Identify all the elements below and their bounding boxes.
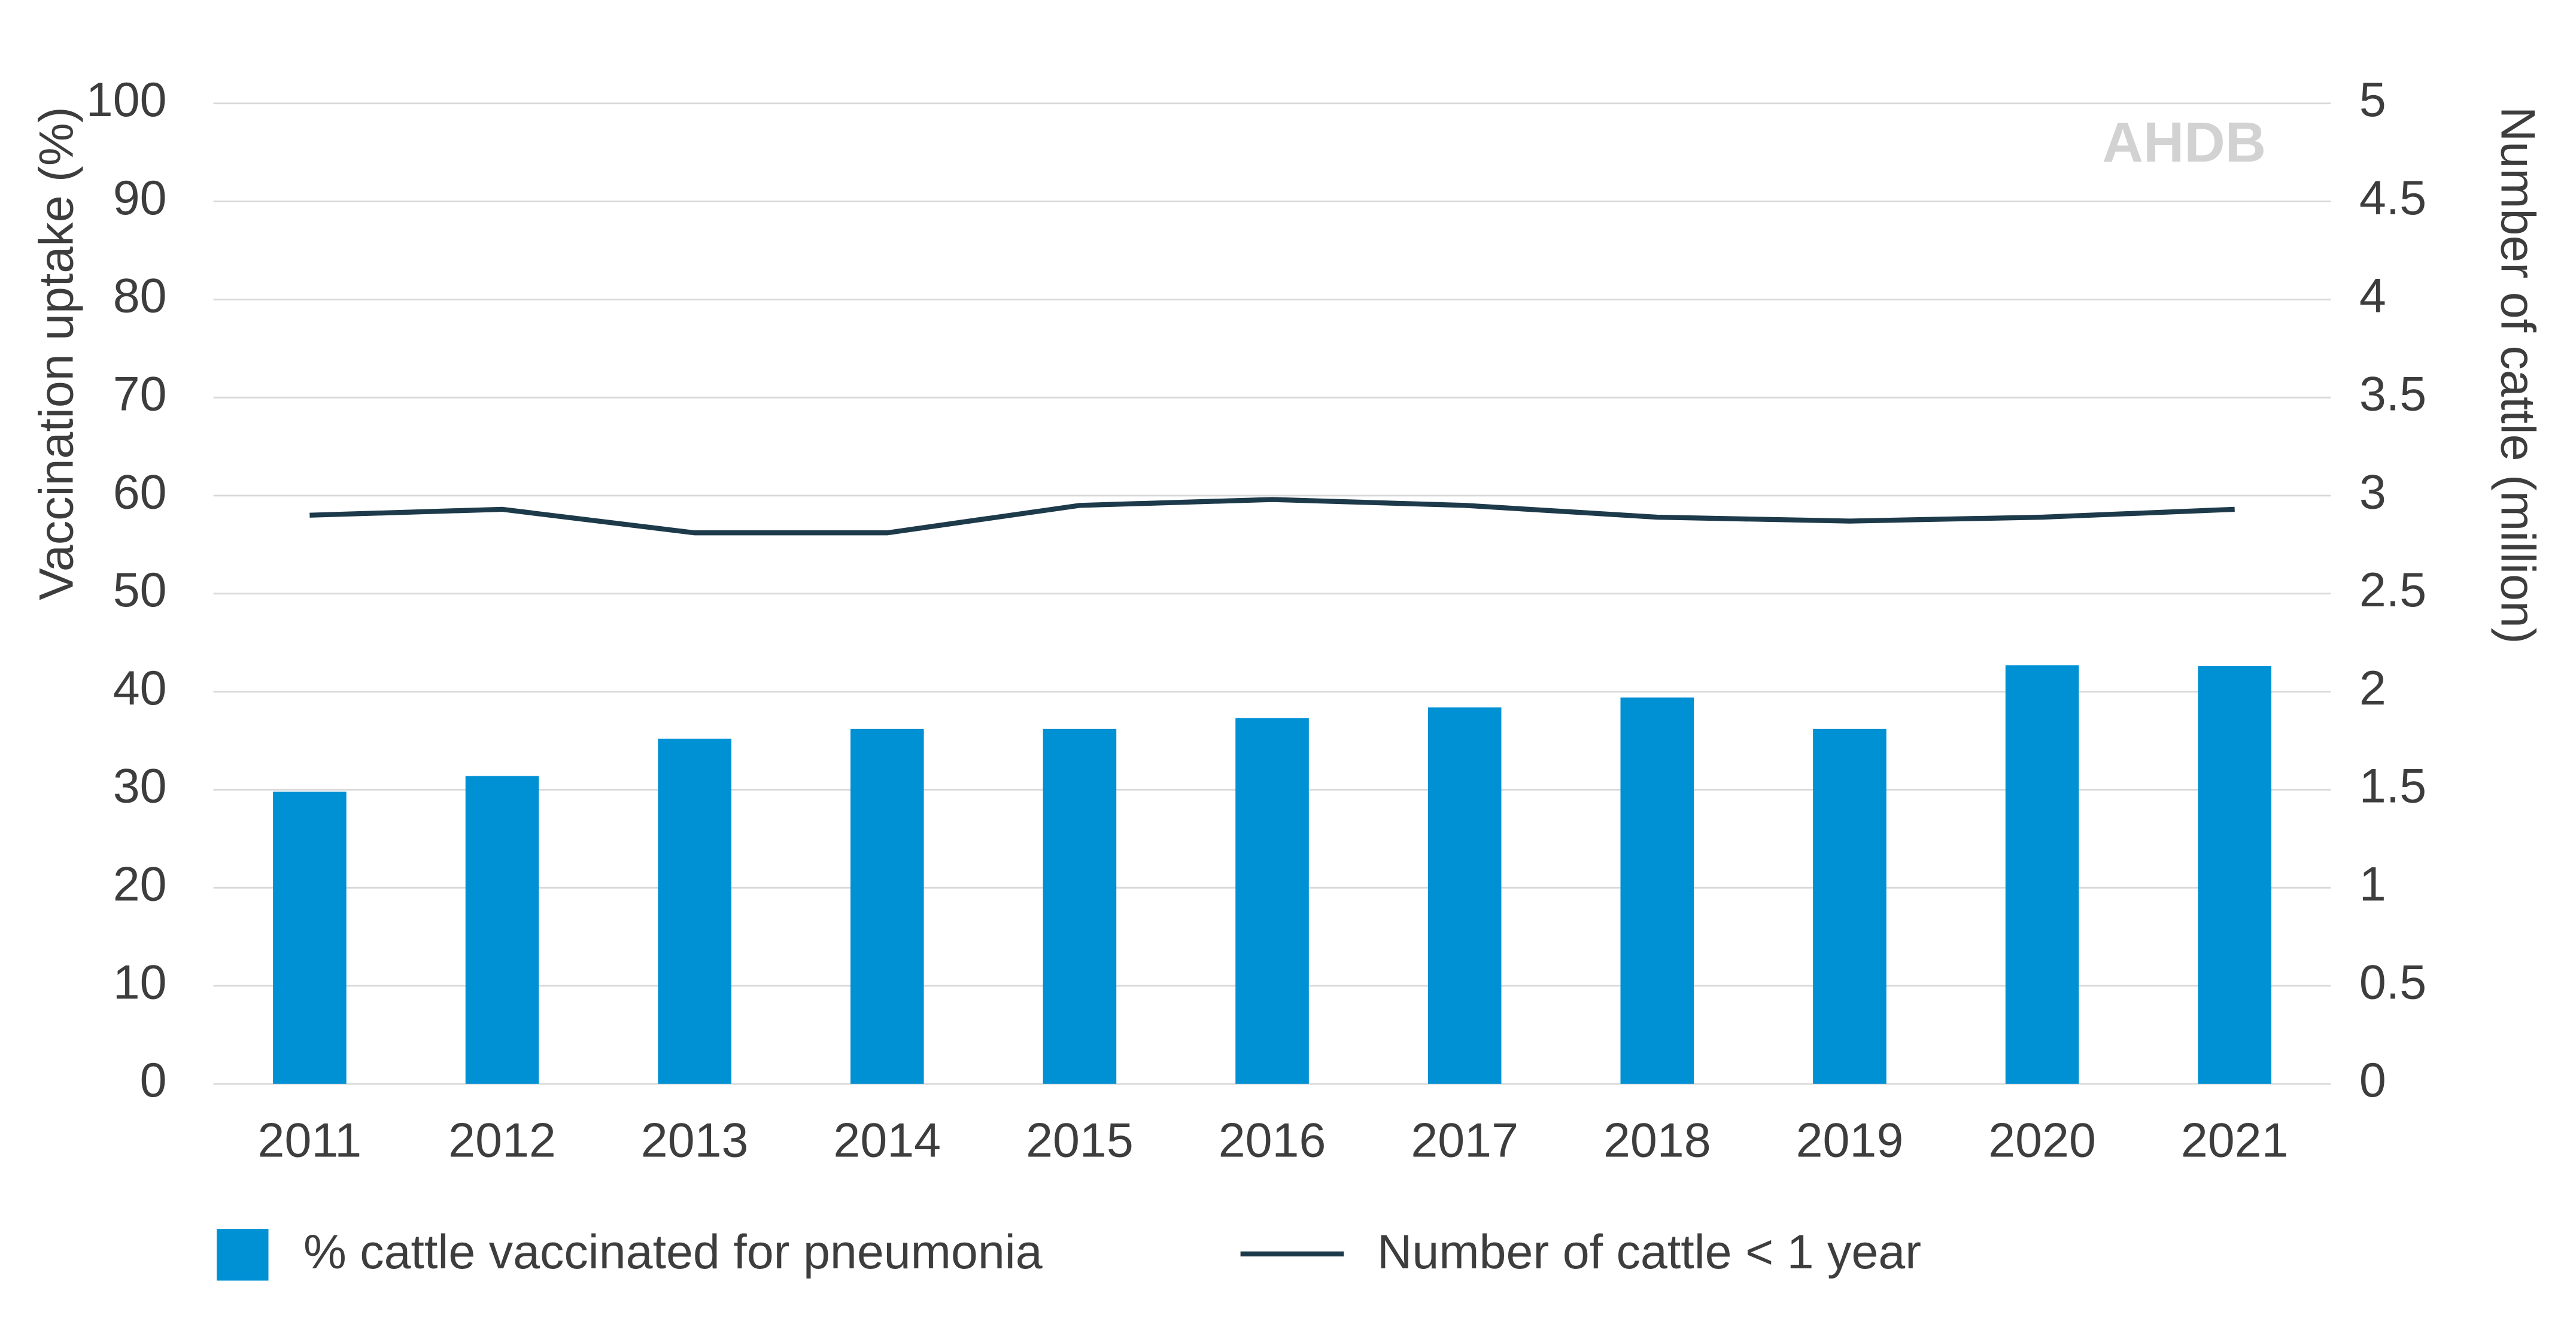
y-tick-label: 50: [113, 563, 167, 617]
y-axis-title: Vaccination uptake (%): [30, 107, 84, 600]
y2-tick-label: 0: [2359, 1053, 2386, 1107]
legend-label: % cattle vaccinated for pneumonia: [303, 1225, 1043, 1279]
x-tick-label: 2017: [1411, 1113, 1518, 1167]
y2-tick-label: 2.5: [2359, 563, 2426, 617]
y2-tick-label: 4: [2359, 269, 2386, 323]
y2-tick-label: 0.5: [2359, 955, 2426, 1009]
y-tick-label: 70: [113, 368, 167, 421]
x-tick-label: 2012: [448, 1113, 556, 1167]
y-tick-label: 40: [113, 661, 167, 715]
bar: [1043, 728, 1117, 1084]
x-tick-label: 2014: [833, 1113, 941, 1167]
x-tick-label: 2021: [2181, 1113, 2289, 1167]
y2-tick-label: 3.5: [2359, 368, 2426, 421]
y2-tick-label: 2: [2359, 661, 2386, 715]
y-tick-label: 10: [113, 955, 167, 1009]
y2-axis-title: Number of cattle (million): [2491, 107, 2545, 644]
y-tick-label: 100: [86, 73, 167, 127]
y-tick-label: 60: [113, 465, 167, 519]
y2-tick-label: 5: [2359, 73, 2386, 127]
x-tick-label: 2018: [1603, 1113, 1711, 1167]
bar: [465, 776, 539, 1084]
y-tick-label: 90: [113, 171, 167, 225]
bar: [273, 791, 347, 1084]
legend-swatch: [217, 1229, 269, 1281]
y-tick-label: 0: [140, 1053, 167, 1107]
y2-tick-label: 3: [2359, 465, 2386, 519]
bar: [1235, 718, 1309, 1084]
bar: [1427, 707, 1502, 1084]
x-tick-label: 2015: [1026, 1113, 1134, 1167]
x-tick-label: 2019: [1796, 1113, 1904, 1167]
bar: [1620, 697, 1694, 1084]
bar: [658, 739, 731, 1084]
x-tick-label: 2011: [258, 1113, 362, 1167]
bar: [1813, 728, 1887, 1084]
y-tick-label: 80: [113, 269, 167, 323]
y2-tick-label: 1.5: [2359, 760, 2426, 813]
x-tick-label: 2013: [641, 1113, 749, 1167]
bar: [850, 728, 924, 1084]
y-tick-label: 20: [113, 858, 167, 912]
watermark: AHDB: [2103, 111, 2267, 174]
line: [309, 497, 2235, 536]
y2-tick-label: 1: [2359, 858, 2386, 912]
x-tick-label: 2020: [1988, 1113, 2096, 1167]
legend-label: Number of cattle < 1 year: [1377, 1225, 1921, 1279]
x-tick-label: 2016: [1219, 1113, 1326, 1167]
y-tick-label: 30: [113, 760, 167, 813]
bar: [2198, 666, 2271, 1084]
y2-tick-label: 4.5: [2359, 171, 2426, 225]
bar: [2005, 665, 2079, 1084]
